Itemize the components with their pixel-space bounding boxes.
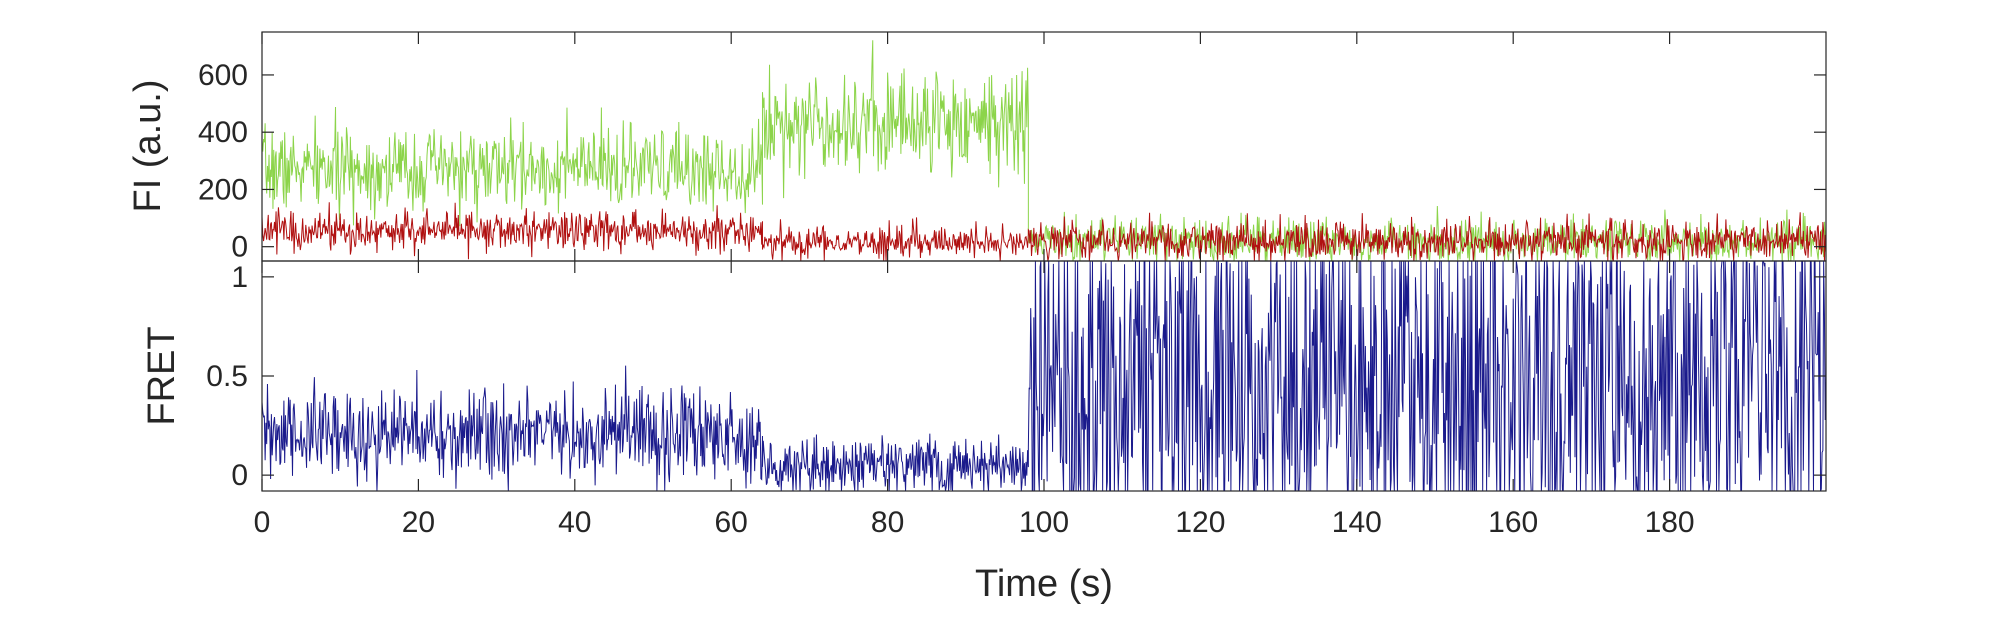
x-tick-label: 180 xyxy=(1645,506,1695,539)
x-tick-label: 60 xyxy=(715,506,748,539)
fret-y-label: FRET xyxy=(141,326,183,425)
fret-y-tick-label: 1 xyxy=(231,261,248,294)
fluorescence-y-label: FI (a.u.) xyxy=(127,79,169,212)
fluorescence-panel: 0 200 400 600 FI (a.u.) xyxy=(127,31,1827,264)
fret-panel: 0 0.5 1 0 20 40 60 80 100 120 140 160 180 FRET Time … xyxy=(141,260,1827,605)
x-axis-label: Time (s) xyxy=(975,563,1113,605)
x-tick-label: 40 xyxy=(558,506,591,539)
fluorescence-y-tick-label: 0 xyxy=(231,231,248,264)
fret-y-tick-label: 0 xyxy=(231,459,248,492)
x-tick-label: 80 xyxy=(871,506,904,539)
fluorescence-series-1-line xyxy=(262,202,1826,261)
fluorescence-ticks: 0 200 400 600 xyxy=(198,32,1826,264)
x-tick-label: 20 xyxy=(402,506,435,539)
fret-series-0-line xyxy=(262,261,1826,491)
fret-y-tick-label: 0.5 xyxy=(206,360,248,393)
x-tick-label: 0 xyxy=(254,506,271,539)
fret-ticks: 0 0.5 1 0 20 40 60 80 100 120 140 160 180 xyxy=(206,261,1826,539)
x-tick-label: 160 xyxy=(1488,506,1538,539)
x-tick-label: 120 xyxy=(1175,506,1225,539)
x-tick-label: 100 xyxy=(1019,506,1069,539)
fret-traces xyxy=(262,261,1826,491)
fluorescence-traces xyxy=(262,40,1826,261)
x-tick-label: 140 xyxy=(1332,506,1382,539)
fluorescence-y-tick-label: 600 xyxy=(198,59,248,92)
fluorescence-y-tick-label: 400 xyxy=(198,116,248,149)
fluorescence-y-tick-label: 200 xyxy=(198,173,248,206)
